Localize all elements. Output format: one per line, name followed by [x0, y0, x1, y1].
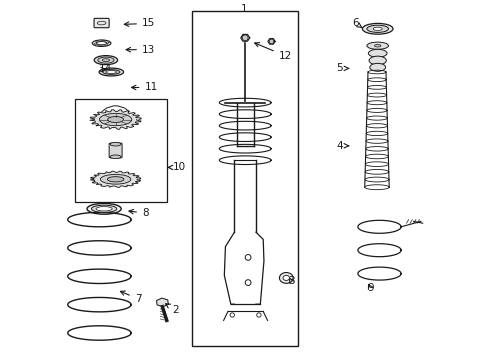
Ellipse shape	[110, 155, 121, 158]
Text: 9: 9	[366, 283, 373, 293]
Ellipse shape	[96, 41, 106, 45]
Polygon shape	[90, 110, 141, 129]
Ellipse shape	[372, 27, 382, 31]
Ellipse shape	[100, 174, 131, 184]
Ellipse shape	[106, 71, 117, 73]
Ellipse shape	[110, 143, 121, 146]
Ellipse shape	[366, 42, 387, 49]
Text: 1: 1	[241, 4, 247, 14]
Text: 3: 3	[287, 276, 294, 286]
Ellipse shape	[107, 177, 123, 182]
Ellipse shape	[283, 275, 289, 280]
Ellipse shape	[107, 117, 123, 122]
Ellipse shape	[87, 203, 121, 214]
Text: 2: 2	[165, 304, 178, 315]
Circle shape	[269, 39, 273, 44]
Polygon shape	[267, 39, 275, 44]
Ellipse shape	[362, 23, 392, 34]
Bar	[192, 11, 298, 346]
Ellipse shape	[102, 59, 109, 62]
Text: 7: 7	[120, 291, 141, 304]
Text: 10: 10	[168, 162, 185, 172]
Text: 11: 11	[131, 82, 157, 93]
Ellipse shape	[102, 70, 120, 74]
Text: 8: 8	[129, 208, 148, 218]
Ellipse shape	[368, 56, 386, 65]
FancyBboxPatch shape	[94, 18, 109, 28]
Circle shape	[242, 35, 247, 41]
Ellipse shape	[94, 55, 117, 65]
Text: 14: 14	[99, 64, 112, 75]
Text: 12: 12	[254, 42, 291, 61]
Ellipse shape	[91, 205, 117, 212]
Ellipse shape	[98, 57, 114, 63]
Ellipse shape	[279, 273, 292, 283]
Ellipse shape	[366, 25, 387, 32]
Ellipse shape	[99, 113, 132, 126]
Bar	[75, 99, 167, 202]
Text: 15: 15	[124, 18, 155, 28]
Text: 13: 13	[126, 45, 155, 55]
Ellipse shape	[374, 45, 380, 47]
Ellipse shape	[92, 40, 111, 46]
Ellipse shape	[367, 49, 386, 57]
Polygon shape	[240, 34, 249, 41]
Ellipse shape	[96, 207, 112, 211]
Ellipse shape	[369, 63, 385, 71]
Polygon shape	[156, 298, 168, 307]
Text: 4: 4	[336, 141, 348, 151]
Text: 6: 6	[352, 18, 361, 28]
FancyBboxPatch shape	[109, 143, 122, 158]
Ellipse shape	[99, 68, 123, 76]
Polygon shape	[90, 171, 141, 187]
Text: 5: 5	[336, 63, 348, 73]
